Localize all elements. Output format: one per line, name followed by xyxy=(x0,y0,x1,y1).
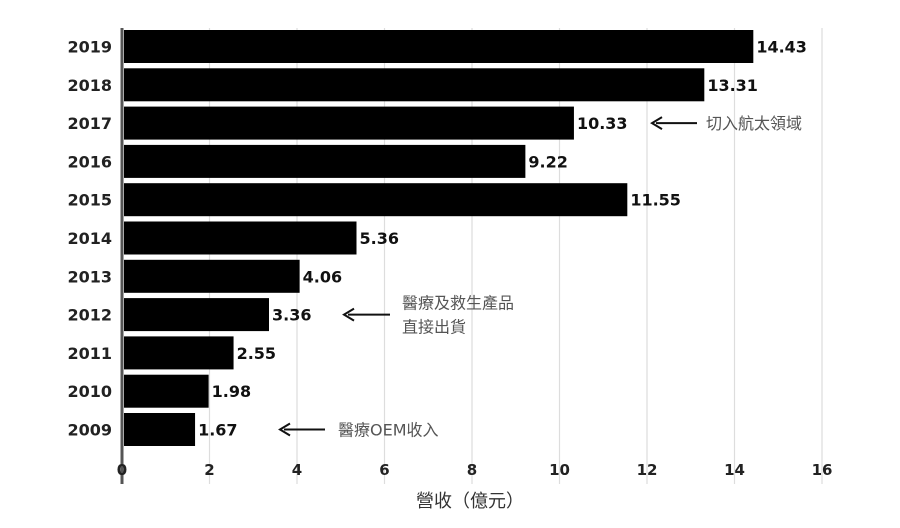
x-tick-label: 4 xyxy=(292,461,302,479)
data-label: 3.36 xyxy=(272,306,311,325)
bar-2010 xyxy=(124,374,209,408)
y-category-label: 2015 xyxy=(67,191,112,210)
gridlines xyxy=(208,28,823,484)
data-label: 11.55 xyxy=(630,191,681,210)
bar-2015 xyxy=(124,183,628,217)
x-axis-label: 營收（億元） xyxy=(416,491,524,512)
x-tick-label: 0 xyxy=(117,461,127,479)
data-label: 5.36 xyxy=(360,229,399,248)
bar-2011 xyxy=(124,336,234,370)
annotation-text: 直接出貨 xyxy=(402,318,466,337)
bar-2009 xyxy=(124,413,196,446)
y-category-label: 2016 xyxy=(67,152,112,171)
y-category-label: 2012 xyxy=(67,306,112,325)
x-tick-label: 8 xyxy=(467,461,477,479)
data-label: 4.06 xyxy=(303,267,342,286)
data-label: 2.55 xyxy=(237,344,276,363)
bar-2018 xyxy=(124,68,705,102)
annotation-arrowhead xyxy=(342,307,355,322)
data-label: 1.98 xyxy=(212,382,251,401)
x-tick-label: 10 xyxy=(549,461,570,479)
annotation-text: 醫療及救生產品 xyxy=(402,294,514,313)
x-tick-label: 6 xyxy=(379,461,389,479)
bar-2017 xyxy=(124,106,574,140)
bar-2013 xyxy=(124,259,300,293)
bar-2019 xyxy=(124,30,754,63)
data-label: 10.33 xyxy=(577,114,628,133)
annotation-text: 切入航太領域 xyxy=(706,114,802,133)
annotation-arrowhead xyxy=(650,116,663,130)
data-label: 13.31 xyxy=(707,76,758,95)
x-tick-label: 14 xyxy=(724,461,745,479)
y-category-label: 2011 xyxy=(67,344,112,363)
y-category-label: 2013 xyxy=(67,267,112,286)
bar-2014 xyxy=(124,221,357,255)
x-tick-label: 12 xyxy=(637,461,658,479)
y-category-label: 2010 xyxy=(67,382,112,401)
x-tick-label: 16 xyxy=(812,461,833,479)
bars xyxy=(124,30,754,446)
y-category-label: 2009 xyxy=(67,421,112,440)
data-labels: 14.43 13.31 10.33 9.22 11.55 5.36 4.06 3.36 2.55… xyxy=(198,38,807,440)
bar-2012 xyxy=(124,298,269,332)
x-tick-label: 2 xyxy=(204,461,214,479)
data-label: 1.67 xyxy=(198,421,237,440)
annotation-2009: 醫療OEM收入 xyxy=(278,421,439,440)
data-label: 9.22 xyxy=(528,152,567,171)
annotation-text: 醫療OEM收入 xyxy=(338,421,439,440)
y-category-label: 2019 xyxy=(67,38,112,57)
bar-2016 xyxy=(124,144,526,178)
y-category-label: 2014 xyxy=(67,229,112,248)
y-category-label: 2018 xyxy=(67,76,112,95)
annotation-arrowhead xyxy=(278,422,291,437)
x-tick-labels: 0 2 4 6 8 10 12 14 16 xyxy=(117,461,833,479)
data-label: 14.43 xyxy=(756,38,807,57)
annotation-2017: 切入航太領域 xyxy=(650,114,802,133)
y-category-labels: 2019 2018 2017 2016 2015 2014 2013 2012 2011 2010… xyxy=(67,38,112,440)
y-category-label: 2017 xyxy=(67,114,112,133)
